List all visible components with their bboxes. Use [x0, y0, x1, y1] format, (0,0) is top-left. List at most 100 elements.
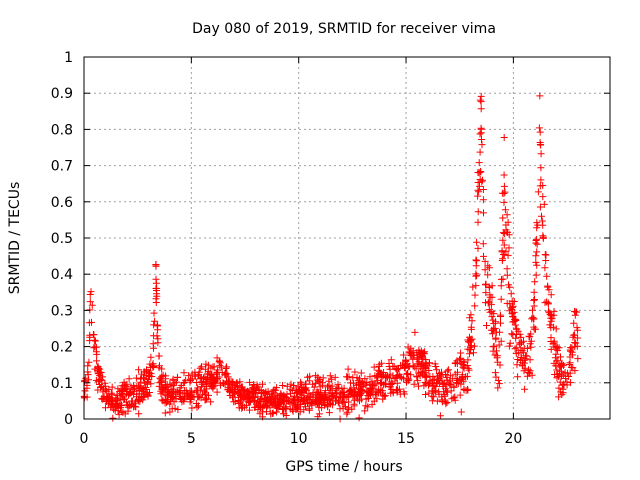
plot-frame: [83, 56, 611, 420]
data-point: [495, 380, 503, 388]
data-point: [339, 391, 347, 399]
data-point: [228, 385, 236, 393]
data-point: [369, 382, 376, 390]
data-point: [470, 349, 477, 357]
data-point: [409, 362, 417, 370]
data-point: [155, 382, 163, 390]
data-point: [152, 262, 160, 270]
data-point: [166, 393, 174, 401]
data-point: [475, 169, 483, 177]
data-point: [166, 380, 174, 388]
data-point: [393, 388, 401, 396]
data-point: [443, 399, 451, 406]
data-point: [92, 376, 100, 384]
data-point: [242, 401, 250, 409]
data-point: [326, 400, 334, 408]
data-point: [411, 328, 419, 336]
data-point: [275, 401, 283, 409]
data-point: [252, 403, 260, 411]
data-point: [364, 395, 372, 402]
data-point: [305, 377, 313, 385]
data-point: [563, 378, 571, 386]
data-point: [216, 379, 224, 387]
data-point: [536, 92, 544, 100]
data-point: [349, 379, 357, 387]
data-point: [94, 362, 102, 370]
data-point: [327, 386, 335, 394]
data-point: [436, 412, 444, 420]
data-point: [319, 374, 327, 382]
data-point: [246, 378, 254, 386]
data-point: [511, 345, 519, 353]
data-point: [193, 379, 201, 386]
data-point: [354, 387, 362, 395]
y-axis-label: SRMTID / TECUs: [7, 182, 23, 295]
data-point: [236, 378, 244, 386]
data-point: [531, 296, 538, 303]
data-point: [426, 380, 434, 388]
data-point: [474, 218, 482, 226]
data-point: [439, 380, 447, 388]
data-point: [508, 297, 516, 305]
data-point: [536, 203, 544, 211]
data-point: [241, 403, 249, 411]
data-point: [482, 289, 490, 297]
data-point: [574, 334, 582, 342]
data-point: [188, 404, 196, 412]
y-tick-label: 0.3: [51, 303, 73, 319]
data-point: [497, 337, 505, 345]
data-point: [495, 341, 503, 349]
data-point: [377, 379, 384, 387]
data-point: [477, 98, 485, 106]
data-point: [297, 386, 305, 394]
data-point: [213, 388, 221, 396]
data-point: [222, 365, 230, 372]
data-point: [314, 388, 322, 396]
data-point: [437, 373, 445, 381]
data-point: [398, 374, 406, 382]
data-point: [500, 171, 508, 179]
data-point: [547, 324, 555, 332]
data-point: [350, 391, 358, 399]
data-point: [464, 364, 472, 372]
data-point: [509, 302, 517, 310]
data-point: [450, 383, 458, 391]
data-point: [561, 369, 569, 377]
data-point: [559, 389, 567, 397]
data-point: [453, 360, 461, 368]
data-point: [291, 397, 299, 405]
data-point: [240, 386, 248, 394]
data-point: [525, 332, 533, 340]
data-point: [491, 369, 499, 377]
data-point: [441, 392, 449, 400]
data-point: [457, 354, 464, 362]
data-point: [81, 387, 89, 395]
data-point: [141, 379, 149, 387]
data-point: [530, 325, 538, 333]
data-point: [316, 383, 324, 391]
data-point: [474, 186, 482, 194]
data-point: [292, 403, 300, 411]
data-point: [542, 257, 550, 264]
data-point: [261, 394, 269, 402]
data-point: [371, 391, 379, 399]
data-point: [458, 373, 466, 381]
data-point: [536, 128, 544, 136]
data-point: [343, 373, 351, 381]
y-tick-label: 0.9: [51, 86, 73, 102]
data-point: [81, 393, 89, 401]
data-point: [460, 358, 468, 366]
data-point: [485, 284, 493, 292]
data-point: [438, 368, 445, 376]
data-point: [532, 271, 540, 279]
data-point: [169, 376, 177, 384]
data-point: [238, 392, 246, 399]
data-point: [267, 410, 275, 418]
data-point: [239, 395, 247, 403]
data-point: [354, 395, 362, 403]
data-point: [526, 356, 534, 364]
data-point: [570, 319, 578, 327]
data-point: [381, 380, 389, 388]
data-point: [438, 398, 446, 406]
data-point: [348, 405, 356, 413]
